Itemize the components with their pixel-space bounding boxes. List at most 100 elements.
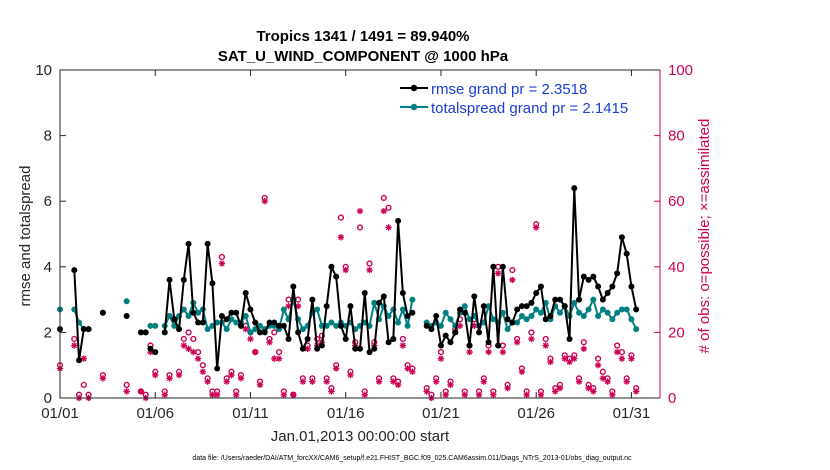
obs-assimilated-marker <box>499 348 507 356</box>
rmse-point <box>85 326 92 333</box>
rmse-point <box>357 345 363 352</box>
obs-assimilated-marker <box>385 224 392 231</box>
totalspread-point <box>585 306 592 313</box>
rmse-point <box>166 276 173 283</box>
totalspread-point <box>633 326 640 333</box>
totalspread-point <box>590 296 597 303</box>
chart-title-line2: SAT_U_WIND_COMPONENT @ 1000 hPa <box>218 48 509 65</box>
y-tick-label: 10 <box>35 62 52 79</box>
rmse-point <box>566 335 573 342</box>
obs-assimilated-marker <box>309 378 316 385</box>
rmse-point <box>199 319 206 326</box>
obs-possible-marker <box>385 204 392 211</box>
rmse-point <box>180 276 187 283</box>
rmse-point <box>585 276 592 283</box>
rmse-point <box>447 339 454 346</box>
obs-assimilated-marker <box>99 375 107 382</box>
totalspread-point <box>166 313 173 319</box>
rmse-point <box>595 283 602 290</box>
rmse-point <box>195 319 202 326</box>
totalspread-point <box>447 316 454 323</box>
y-right-axis-label: # of obs: o=possible; ×=assimilated <box>696 119 713 354</box>
y-tick-label: 4 <box>44 259 52 276</box>
totalspread-point <box>280 306 287 313</box>
legend: rmse grand pr = 2.3518 totalspread grand… <box>400 81 628 117</box>
obs-possible-marker <box>399 335 406 343</box>
rmse-point <box>376 299 383 306</box>
obs-possible-marker <box>528 329 535 336</box>
totalspread-point <box>385 313 392 319</box>
obs-assimilated-marker <box>409 368 416 375</box>
obs-assimilated-marker <box>404 365 411 372</box>
y-right-tick-label: 80 <box>668 128 685 145</box>
rmse-point <box>623 250 630 257</box>
obs-assimilated-marker <box>175 371 183 379</box>
totalspread-point <box>147 322 154 329</box>
obs-possible-marker <box>337 214 345 221</box>
rmse-point <box>280 322 287 329</box>
rmse-point <box>333 273 340 280</box>
obs-assimilated-marker <box>542 342 549 349</box>
obs-possible-marker <box>71 335 78 343</box>
obs-assimilated-marker <box>337 234 345 241</box>
rmse-point <box>480 303 487 310</box>
obs-assimilated-marker <box>232 391 240 398</box>
obs-possible-marker <box>356 224 364 231</box>
obs-assimilated-marker <box>628 355 635 362</box>
rmse-point <box>171 316 178 323</box>
rmse-point <box>399 290 406 297</box>
rmse-point <box>218 313 225 319</box>
y-tick-label: 0 <box>44 390 52 407</box>
obs-assimilated-marker <box>290 391 297 398</box>
rmse-point <box>323 303 330 310</box>
obs-assimilated-marker <box>180 342 188 349</box>
obs-assimilated-marker <box>275 355 283 362</box>
obs-assimilated-marker <box>437 355 445 362</box>
obs-possible-marker <box>599 368 606 375</box>
rmse-point <box>237 322 244 329</box>
rmse-point <box>71 267 78 274</box>
obs-assimilated-marker <box>594 362 602 369</box>
obs-assimilated-marker <box>599 375 607 382</box>
obs-assimilated-marker <box>461 391 468 398</box>
totalspread-point <box>604 309 611 316</box>
x-tick-label: 01/11 <box>232 405 268 422</box>
rmse-point <box>614 270 621 277</box>
obs-assimilated-marker <box>266 339 273 346</box>
obs-assimilated-marker <box>375 378 383 385</box>
totalspread-point <box>595 313 602 319</box>
rmse-point <box>547 313 554 319</box>
y-right-tick-label: 0 <box>668 390 676 407</box>
obs-assimilated-marker <box>537 391 545 398</box>
rmse-point <box>557 296 563 303</box>
totalspread-point <box>528 313 535 319</box>
obs-possible-marker <box>275 348 283 356</box>
obs-possible-marker <box>580 339 587 346</box>
totalspread-point <box>328 319 335 326</box>
obs-assimilated-marker <box>80 355 88 362</box>
totalspread-point <box>409 296 416 303</box>
rmse-point <box>533 290 540 297</box>
obs-assimilated-marker <box>304 345 311 352</box>
obs-assimilated-marker <box>480 378 488 385</box>
rmse-point <box>76 357 83 364</box>
obs-assimilated-marker <box>566 358 573 366</box>
obs-assimilated-marker <box>237 375 245 382</box>
rmse-point <box>190 309 197 316</box>
x-axis-label: Jan.01,2013 00:00:00 start <box>271 428 450 445</box>
obs-assimilated-marker <box>485 348 492 356</box>
obs-assimilated-marker <box>280 391 288 398</box>
rmse-point <box>437 342 444 349</box>
rmse-point <box>471 293 478 300</box>
obs-assimilated-marker <box>123 388 130 395</box>
x-tick-label: 01/26 <box>517 405 555 422</box>
rmse-point <box>361 290 368 297</box>
rmse-point <box>504 316 511 323</box>
obs-assimilated-marker <box>618 355 626 362</box>
totalspread-point <box>533 306 540 313</box>
rmse-point <box>537 283 544 290</box>
rmse-point <box>204 240 211 247</box>
totalspread-point <box>371 299 378 306</box>
rmse-point <box>442 332 449 339</box>
rmse-point <box>123 313 130 319</box>
